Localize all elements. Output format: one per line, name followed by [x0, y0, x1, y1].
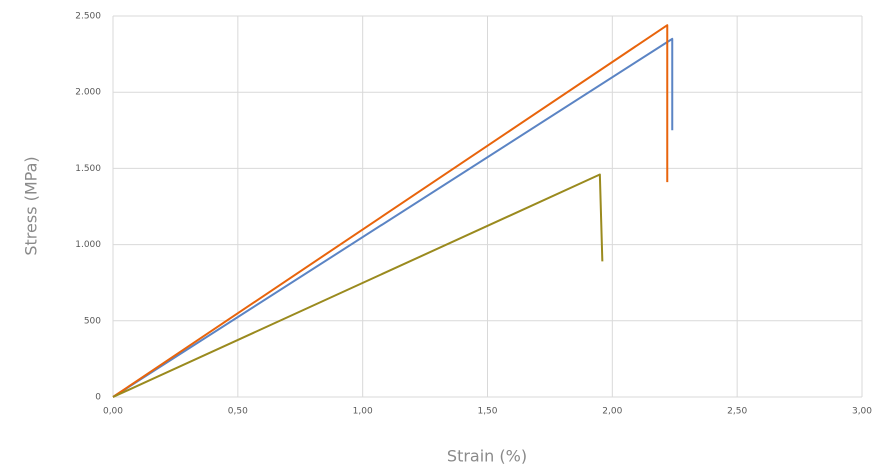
y-tick-label: 0	[95, 393, 101, 403]
x-tick-label: 0,00	[103, 407, 123, 417]
y-tick-label: 1.000	[75, 240, 101, 250]
y-tick-label: 2.500	[75, 12, 101, 22]
data-line	[112, 24, 669, 398]
x-tick-label: 3,00	[852, 407, 872, 417]
data-line	[112, 173, 604, 398]
y-axis-title: Stress (MPa)	[22, 156, 41, 255]
y-tick-label: 2.000	[75, 88, 101, 98]
x-tick-label: 2,50	[727, 407, 747, 417]
data-line	[112, 37, 674, 398]
x-tick-label: 2,00	[602, 407, 622, 417]
x-tick-label: 1,00	[353, 407, 373, 417]
y-tick-label: 1.500	[75, 164, 101, 174]
x-tick-label: 1,50	[477, 407, 497, 417]
x-axis-title: Strain (%)	[447, 447, 527, 466]
x-tick-label: 0,50	[228, 407, 248, 417]
y-tick-label: 500	[84, 316, 101, 326]
